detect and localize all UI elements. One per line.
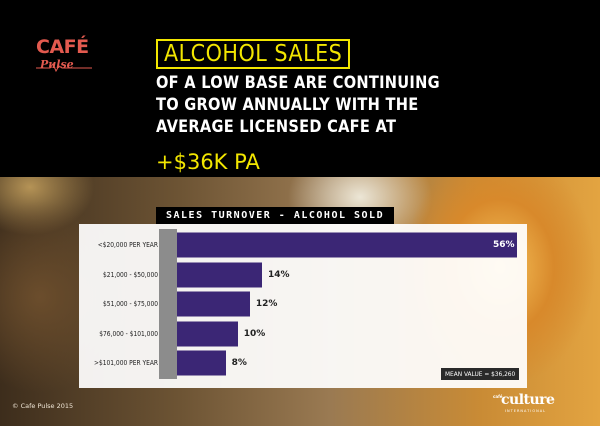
bar	[177, 291, 250, 317]
partner-logo-sub: INTERNATIONAL	[505, 409, 547, 413]
logo-sub: Pulse	[40, 58, 74, 71]
bar-value-label: 10%	[243, 328, 266, 339]
logo-word: CAFÉ	[36, 36, 89, 58]
bar	[177, 350, 226, 376]
header-banner: CAFÉ Pulse ALCOHOL SALES OF A LOW BASE A…	[0, 0, 600, 177]
bar-value-label: 12%	[255, 299, 278, 309]
category-label: $51,000 - $75,000	[103, 300, 158, 308]
bar	[177, 262, 262, 287]
headline-line: AVERAGE LICENSED CAFE AT	[156, 117, 397, 137]
bar-value-label: 56%	[493, 240, 515, 250]
category-label: $21,000 - $50,000	[103, 270, 158, 279]
partner-logo-small: café	[493, 394, 503, 399]
category-label: $76,000 - $101,000	[99, 329, 158, 338]
pulse-line-icon	[36, 63, 92, 72]
headline-line: OF A LOW BASE ARE CONTINUING	[156, 73, 440, 93]
partner-logo-word: culture	[501, 392, 555, 408]
cafe-pulse-logo: CAFÉ Pulse	[36, 36, 96, 76]
headline-body: OF A LOW BASE ARE CONTINUING TO GROW ANN…	[156, 72, 576, 138]
axis-band	[159, 229, 177, 379]
bar-value-label: 14%	[268, 269, 290, 280]
bar-value-label: 8%	[231, 358, 247, 368]
bar	[177, 232, 517, 258]
headline-line: TO GROW ANNUALLY WITH THE	[156, 95, 419, 115]
chart-title: SALES TURNOVER - ALCOHOL SOLD	[156, 207, 395, 224]
copyright-text: © Cafe Pulse 2015	[12, 402, 74, 410]
headline-highlight: +$36K PA	[156, 150, 260, 174]
headline-boxed-text: ALCOHOL SALES	[164, 41, 343, 67]
headline-boxed: ALCOHOL SALES	[156, 39, 351, 69]
mean-value-annotation: MEAN VALUE = $36,260	[441, 368, 520, 380]
category-label: <$20,000 PER YEAR	[97, 241, 158, 249]
category-label: >$101,000 PER YEAR	[93, 359, 158, 367]
bar	[177, 321, 238, 346]
